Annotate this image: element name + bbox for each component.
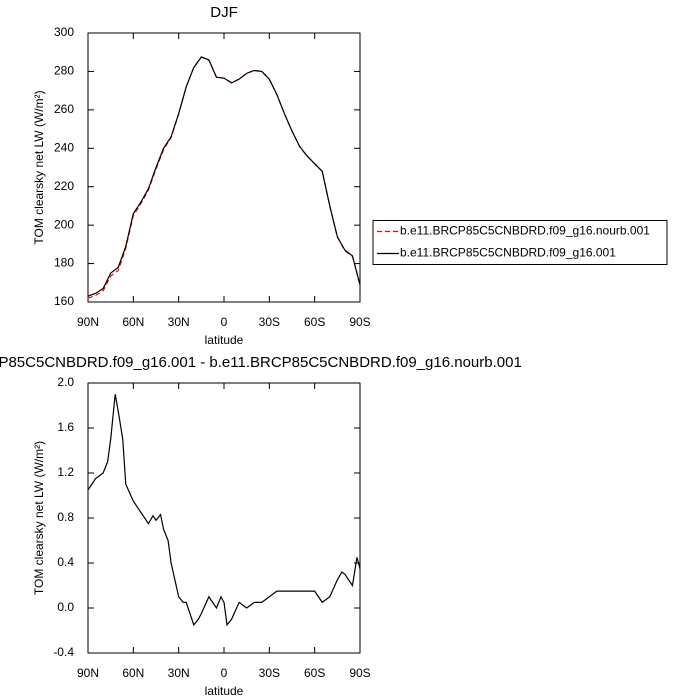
x-tick-label: 90N bbox=[77, 666, 99, 680]
x-tick-label: 90S bbox=[349, 315, 370, 329]
x-tick-label: 30N bbox=[168, 666, 190, 680]
chart-title: DJF bbox=[210, 4, 238, 21]
chart-title: b.e11.BRCP85C5CNBDRD.f09_g16.001 - b.e11… bbox=[0, 354, 522, 371]
x-tick-label: 30S bbox=[259, 315, 280, 329]
y-tick-label: 300 bbox=[54, 25, 74, 39]
plot-frame bbox=[87, 382, 361, 654]
y-tick-label: 0.8 bbox=[57, 510, 74, 524]
legend-label: b.e11.BRCP85C5CNBDRD.f09_g16.001 bbox=[400, 246, 616, 260]
x-tick-label: 30N bbox=[168, 315, 190, 329]
x-tick-label: 90N bbox=[77, 315, 99, 329]
y-tick-label: 0.4 bbox=[57, 555, 74, 569]
x-axis-label: latitude bbox=[205, 333, 244, 347]
x-tick-label: 60S bbox=[304, 315, 325, 329]
x-tick-label: 0 bbox=[221, 666, 228, 680]
x-axis-label: latitude bbox=[205, 684, 244, 698]
y-tick-label: 160 bbox=[54, 294, 74, 308]
x-tick-label: 0 bbox=[221, 315, 228, 329]
y-tick-label: 1.6 bbox=[57, 420, 74, 434]
y-tick-label: 0.0 bbox=[57, 600, 74, 614]
legend-label: b.e11.BRCP85C5CNBDRD.f09_g16.nourb.001 bbox=[400, 224, 650, 238]
x-tick-label: 90S bbox=[349, 666, 370, 680]
y-tick-label: 1.2 bbox=[57, 465, 74, 479]
y-tick-label: 200 bbox=[54, 217, 74, 231]
legend-box bbox=[372, 220, 668, 265]
y-axis-label: TOM clearsky net LW (W/m²) bbox=[32, 441, 46, 595]
x-tick-label: 30S bbox=[259, 666, 280, 680]
data-line bbox=[87, 394, 361, 627]
x-tick-label: 60N bbox=[122, 666, 144, 680]
y-tick-label: 260 bbox=[54, 102, 74, 116]
x-tick-label: 60S bbox=[304, 666, 325, 680]
y-tick-label: 280 bbox=[54, 64, 74, 78]
y-tick-label: 240 bbox=[54, 140, 74, 154]
data-line bbox=[87, 56, 361, 299]
x-tick-label: 60N bbox=[122, 315, 144, 329]
y-tick-label: 220 bbox=[54, 179, 74, 193]
data-line bbox=[87, 56, 361, 297]
y-tick-label: 2.0 bbox=[57, 375, 74, 389]
y-tick-label: -0.4 bbox=[53, 645, 74, 659]
y-axis-label: TOM clearsky net LW (W/m²) bbox=[32, 90, 46, 244]
y-tick-label: 180 bbox=[54, 256, 74, 270]
